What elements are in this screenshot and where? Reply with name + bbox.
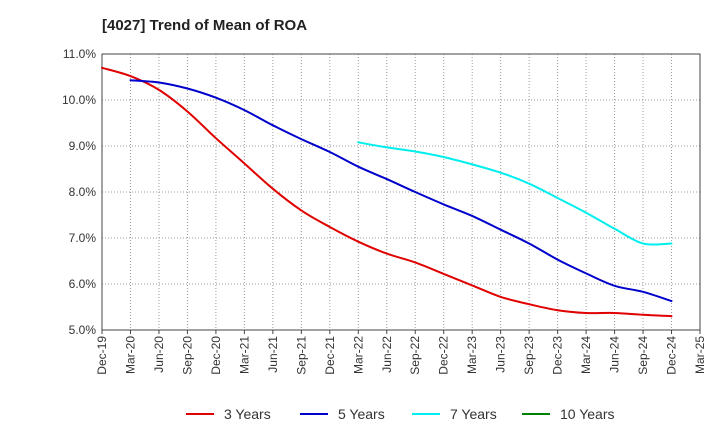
x-tick-label: Jun-24	[608, 336, 622, 373]
legend-label-5-years: 5 Years	[338, 406, 385, 422]
x-tick-label: Dec-20	[209, 336, 223, 375]
y-tick-label: 9.0%	[69, 139, 97, 153]
x-tick-label: Jun-22	[380, 336, 394, 373]
x-tick-label: Sep-22	[408, 336, 422, 375]
y-tick-label: 10.0%	[62, 93, 96, 107]
y-tick-label: 7.0%	[69, 231, 97, 245]
x-tick-label: Mar-25	[693, 336, 707, 374]
x-tick-label: Dec-24	[665, 336, 679, 375]
x-tick-label: Mar-22	[351, 336, 365, 374]
x-tick-label: Dec-23	[551, 336, 565, 375]
series-line-7-years	[357, 141, 673, 246]
x-tick-label: Sep-21	[294, 336, 308, 375]
legend-label-10-years: 10 Years	[560, 406, 615, 422]
x-tick-label: Sep-23	[522, 336, 536, 375]
legend-label-7-years: 7 Years	[450, 406, 497, 422]
x-tick-label: Dec-22	[437, 336, 451, 375]
y-tick-label: 8.0%	[69, 185, 97, 199]
x-tick-label: Jun-21	[266, 336, 280, 373]
x-tick-label: Mar-24	[579, 336, 593, 374]
chart-title: [4027] Trend of Mean of ROA	[102, 17, 307, 34]
x-tick-label: Mar-21	[237, 336, 251, 374]
x-tick-label: Jun-20	[152, 336, 166, 373]
x-tick-label: Mar-23	[465, 336, 479, 374]
series-line-3-years	[101, 66, 673, 318]
x-tick-label: Dec-21	[323, 336, 337, 375]
x-tick-label: Sep-24	[636, 336, 650, 375]
x-tick-label: Mar-20	[123, 336, 137, 374]
axis-layer: 5.0% 6.0% 7.0% 8.0% 9.0% 10.0% 11.0% Dec-19 Mar-…	[62, 47, 707, 375]
plot-frame	[101, 53, 701, 331]
y-tick-label: 5.0%	[69, 323, 97, 337]
legend: 3 Years 5 Years 7 Years 10 Years	[186, 406, 615, 422]
grid-layer	[101, 53, 701, 331]
series-line-5-years	[129, 79, 673, 302]
series-layer	[101, 66, 673, 318]
x-tick-label: Jun-23	[494, 336, 508, 373]
x-tick-label: Sep-20	[180, 336, 194, 375]
y-tick-label: 6.0%	[69, 277, 97, 291]
y-tick-label: 11.0%	[63, 47, 96, 61]
legend-label-3-years: 3 Years	[224, 406, 271, 422]
x-tick-label: Dec-19	[95, 336, 109, 375]
